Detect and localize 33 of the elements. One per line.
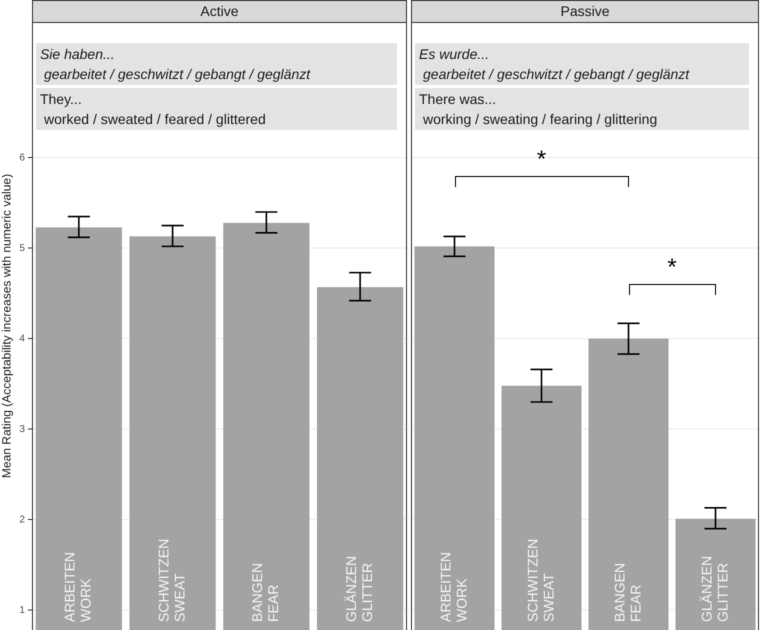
y-tick-label: 2 <box>19 514 26 526</box>
annotation: gearbeitet / geschwitzt / gebangt / geglänzt <box>42 65 312 84</box>
annotation: worked / sweated / feared / glittered <box>42 110 267 129</box>
x-tick-label: SCHWITZEN SWEAT <box>155 538 188 622</box>
x-tick-label: GLÄNZEN GLITTER <box>698 556 730 622</box>
x-tick-label: SCHWITZEN SWEAT <box>524 538 556 622</box>
x-tick-label: GLÄNZEN GLITTER <box>342 556 375 622</box>
y-tick-label: 4 <box>19 333 26 344</box>
annotation: Es wurde... <box>419 45 490 64</box>
y-axis-title: Mean Rating (Acceptability increases with numeric value) <box>0 174 14 478</box>
annotation: They... <box>40 90 83 109</box>
caption-box: They... worked / sweated / feared / glittered <box>36 88 397 130</box>
y-tick-label: 6 <box>19 152 26 164</box>
annotation: * <box>536 146 548 174</box>
annotation: There was... <box>419 90 498 109</box>
annotation: Sie haben... <box>40 45 116 64</box>
chart-title: Active <box>32 0 407 23</box>
annotation: working / sweating / fearing / glittering <box>422 110 658 129</box>
annotation: gearbeitet / geschwitzt / gebangt / geglänzt <box>422 65 690 84</box>
x-tick-label: BANGEN FEAR <box>611 562 644 622</box>
annotation: * <box>666 254 678 282</box>
significance-bracket: * <box>454 146 628 188</box>
chart-title: Passive <box>411 0 759 23</box>
x-tick-label: ARBEITEN WORK <box>62 552 94 622</box>
caption-box: There was... working / sweating / fearing / glittering <box>415 88 749 130</box>
y-tick-label: 3 <box>19 424 26 435</box>
caption-box: Es wurde... gearbeitet / geschwitzt / gebangt / geglänzt <box>415 43 749 85</box>
y-tick-label: 5 <box>19 242 26 254</box>
caption-box: Sie haben... gearbeitet / geschwitzt / gebangt / geglänzt <box>36 43 397 85</box>
y-tick-label: 1 <box>19 604 26 616</box>
significance-bracket: * <box>628 254 716 296</box>
x-tick-label: BANGEN FEAR <box>249 562 282 622</box>
x-tick-label: ARBEITEN WORK <box>437 552 470 622</box>
